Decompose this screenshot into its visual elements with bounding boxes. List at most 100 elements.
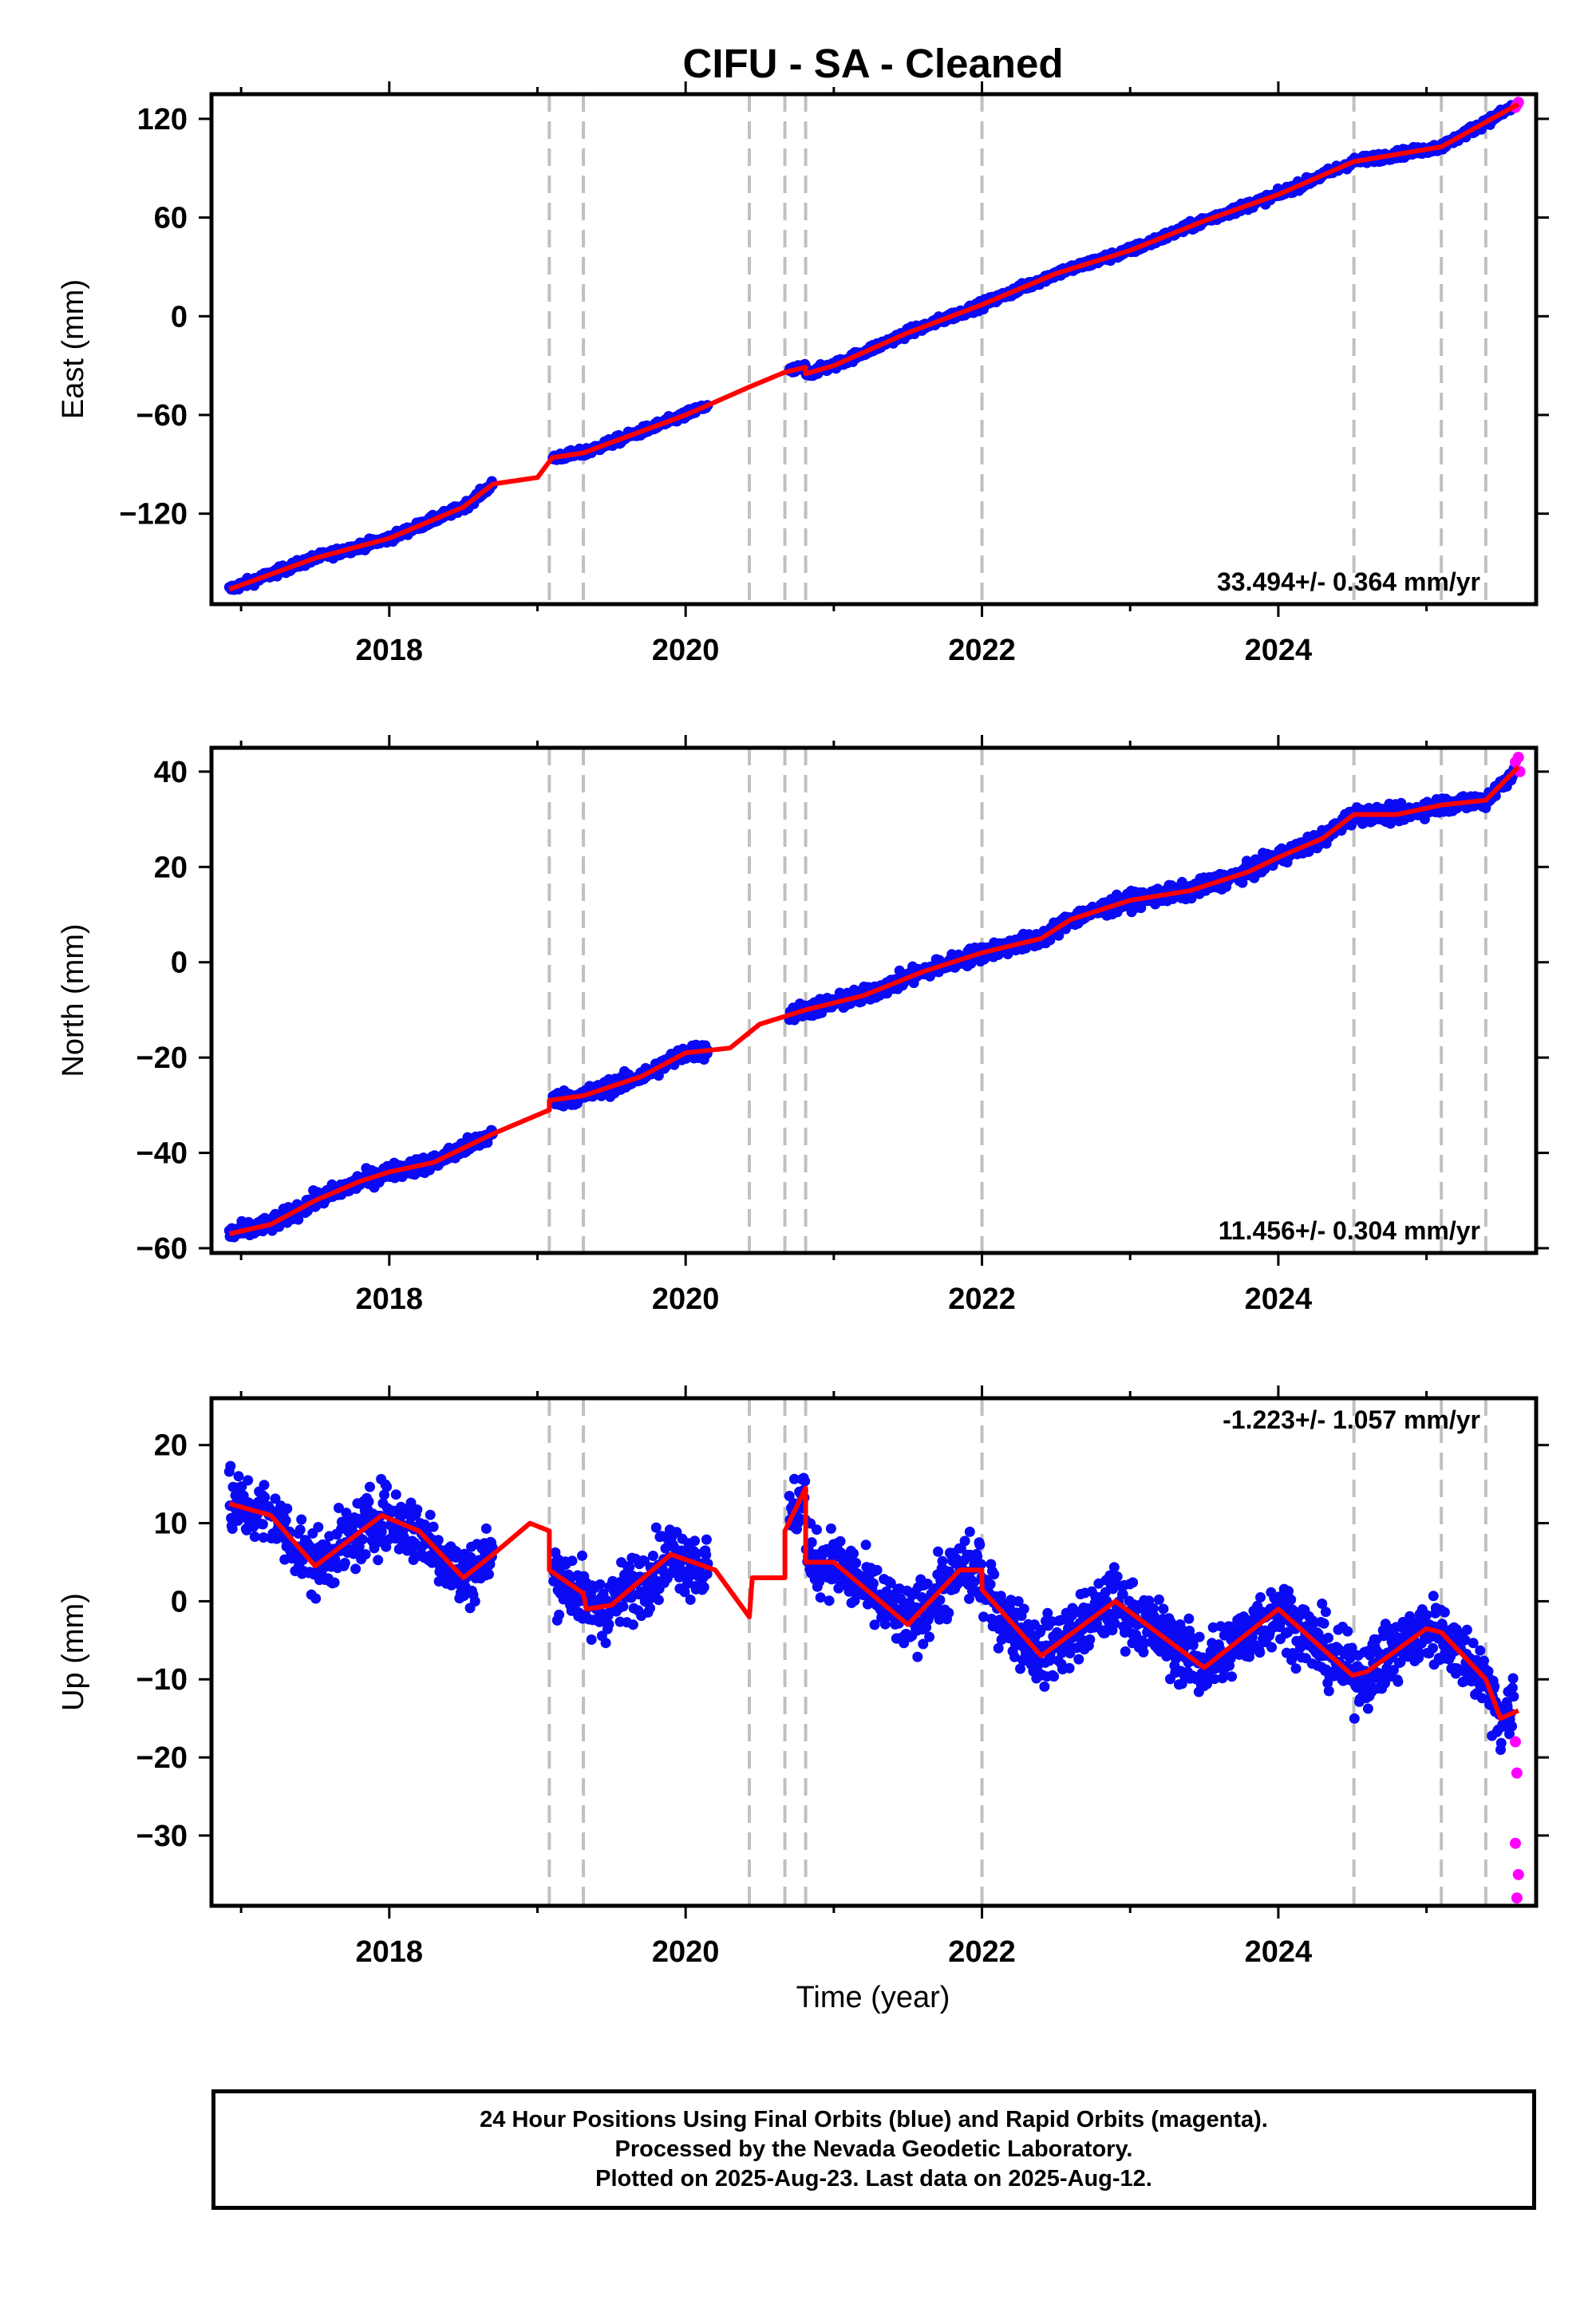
data-point	[603, 1618, 614, 1630]
data-point	[618, 1601, 629, 1612]
data-point	[944, 1566, 955, 1577]
data-point	[1015, 1663, 1025, 1674]
plot-area-north	[223, 748, 1526, 1253]
x-tick-label: 2022	[948, 1282, 1016, 1316]
rapid-point	[1512, 751, 1524, 763]
data-point	[1055, 1614, 1066, 1626]
frame-north	[209, 745, 1539, 1255]
data-point	[871, 1564, 883, 1575]
data-point	[943, 1607, 954, 1618]
data-point	[280, 1515, 291, 1526]
rapid-orbit-points-north	[1510, 751, 1526, 777]
data-point	[600, 1638, 611, 1649]
data-point	[1049, 1671, 1060, 1682]
data-point	[879, 1618, 891, 1630]
data-point	[959, 1535, 970, 1547]
data-point	[824, 1595, 835, 1607]
data-point	[788, 1473, 800, 1484]
data-point	[381, 1481, 393, 1492]
frame-east	[209, 92, 1539, 607]
data-point	[270, 1493, 281, 1504]
data-point	[924, 1631, 935, 1642]
data-point	[701, 1534, 712, 1545]
data-point	[313, 1522, 324, 1532]
data-point	[425, 1509, 436, 1520]
data-point	[586, 1634, 597, 1645]
data-point	[812, 1524, 822, 1535]
model-line-east	[228, 101, 1520, 592]
data-point	[815, 1592, 826, 1603]
data-point	[1045, 935, 1056, 946]
data-point	[363, 1496, 374, 1507]
data-point	[1039, 1681, 1050, 1692]
data-point	[377, 1520, 388, 1531]
data-point	[357, 1534, 368, 1545]
data-point	[691, 1548, 702, 1559]
data-point	[993, 1642, 1004, 1654]
data-point	[227, 1524, 238, 1534]
data-point	[233, 1471, 244, 1482]
data-point	[595, 1579, 606, 1590]
data-point	[814, 1576, 825, 1587]
y-tick-label: 120	[137, 103, 188, 136]
data-point	[243, 1475, 254, 1486]
y-tick-label: −20	[136, 1041, 188, 1075]
data-point	[825, 1523, 836, 1534]
plot-area-up	[223, 1398, 1524, 1906]
plot-area-east	[223, 94, 1524, 604]
data-point	[867, 1578, 879, 1589]
y-axis-label-north: North (mm)	[57, 923, 90, 1077]
data-point	[627, 1619, 638, 1630]
final-orbit-points-up	[223, 1460, 1519, 1755]
data-point	[480, 1523, 492, 1534]
data-point	[257, 1519, 268, 1530]
data-point	[1073, 1654, 1084, 1665]
data-point	[650, 1522, 662, 1533]
data-point	[296, 1514, 307, 1525]
data-point	[619, 1569, 630, 1580]
data-point	[1013, 1596, 1024, 1607]
data-point	[985, 1579, 996, 1590]
data-point	[259, 1480, 270, 1491]
figure-title: CIFU - SA - Cleaned	[683, 41, 1064, 86]
data-point	[1064, 1662, 1075, 1674]
data-point	[975, 1559, 986, 1570]
x-tick-label: 2018	[356, 634, 424, 667]
data-point	[968, 1577, 979, 1588]
data-point	[806, 1537, 817, 1548]
data-point	[225, 1460, 236, 1472]
data-point	[249, 1531, 260, 1542]
data-point	[469, 1596, 480, 1607]
data-point	[379, 1489, 389, 1500]
data-point	[934, 1595, 946, 1606]
data-point	[405, 1497, 417, 1508]
data-point	[978, 1611, 989, 1622]
data-point	[972, 1551, 983, 1562]
data-point	[885, 1578, 896, 1589]
data-point	[282, 1503, 293, 1514]
data-point	[800, 1476, 811, 1487]
y-tick-label: −60	[136, 399, 188, 433]
data-point	[310, 1593, 322, 1604]
data-point	[645, 1603, 655, 1614]
data-point	[701, 1568, 713, 1579]
data-point	[567, 1555, 578, 1567]
data-point	[685, 1595, 696, 1605]
data-point	[1042, 1607, 1053, 1618]
data-point	[428, 1521, 439, 1532]
y-tick-label: 0	[171, 300, 188, 334]
data-point	[360, 1549, 371, 1560]
data-point	[937, 1555, 948, 1567]
data-point	[647, 1551, 658, 1561]
data-point	[624, 1562, 635, 1573]
x-tick-label: 2020	[652, 1282, 720, 1316]
data-point	[918, 1638, 929, 1650]
data-point	[989, 1569, 1000, 1580]
data-point	[653, 1595, 664, 1606]
